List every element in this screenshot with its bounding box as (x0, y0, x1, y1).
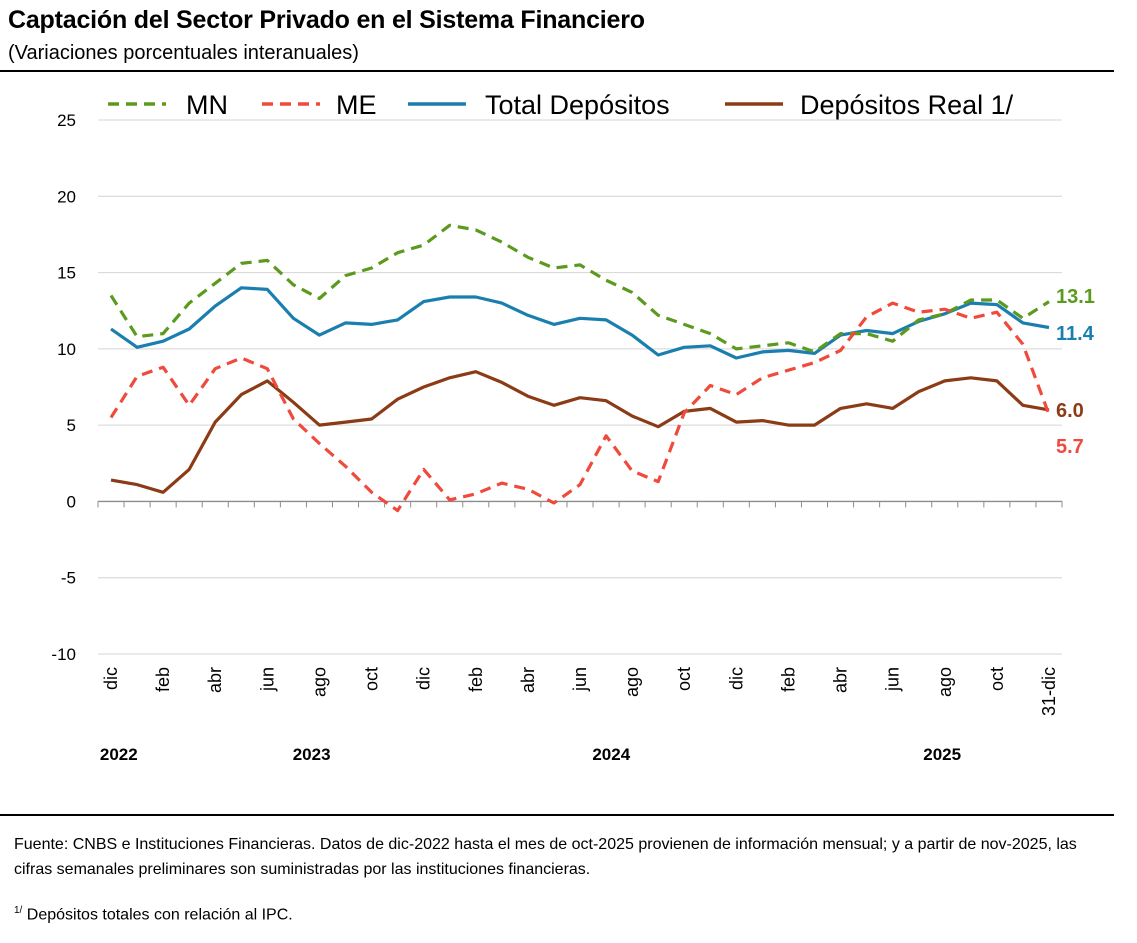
y-tick-label: 15 (57, 264, 76, 283)
chart-subtitle: (Variaciones porcentuales interanuales) (8, 42, 359, 64)
x-tick-label: abr (205, 667, 225, 693)
end-label: 6.0 (1056, 400, 1084, 422)
footnote-mark: 1/ (14, 905, 23, 916)
x-tick-label: jun (570, 667, 590, 692)
x-tick-label: feb (466, 667, 486, 692)
y-tick-label: -5 (61, 569, 76, 588)
year-label: 2022 (100, 745, 138, 764)
series-line-me (109, 301, 1051, 513)
series-line-total-dep-sitos (110, 286, 1050, 360)
end-labels: 13.1 5.7 11.4 6.0 (1056, 286, 1095, 458)
x-tick-label: feb (778, 667, 798, 692)
x-tick-label: jun (883, 667, 903, 692)
y-tick-label: 25 (57, 111, 76, 130)
x-tick-label: dic (414, 667, 434, 690)
y-tick-label: 20 (57, 187, 76, 206)
line-chart: 25 20 15 10 5 0 -5 -10 dic feb abr jun ago oct dic feb… (51, 90, 1095, 764)
chart-title: Captación del Sector Privado en el Siste… (8, 6, 645, 34)
x-tick-label: oct (362, 667, 382, 691)
x-tick-label: feb (153, 667, 173, 692)
x-tick-label: oct (674, 667, 694, 691)
footnote-text: Depósitos totales con relación al IPC. (26, 906, 293, 924)
x-tick-label: dic (101, 667, 121, 690)
x-tick-label: ago (622, 667, 642, 697)
y-tick-label: 5 (67, 416, 76, 435)
x-tick-label: jun (257, 667, 277, 692)
legend-label: Depósitos Real 1/ (800, 90, 1014, 120)
y-tick-label: 10 (57, 340, 76, 359)
x-axis: dic feb abr jun ago oct dic feb abr jun ago oct dic f… (97, 500, 1063, 764)
series-lines (109, 223, 1051, 513)
y-tick-label: 0 (67, 492, 76, 511)
source-note: Fuente: CNBS e Instituciones Financieras… (14, 836, 1077, 878)
x-tick-label: abr (518, 667, 538, 693)
x-tick-label: dic (726, 667, 746, 690)
footnote: 1/ Depósitos totales con relación al IPC… (14, 905, 293, 924)
legend-label: ME (336, 90, 377, 120)
x-tick-label: oct (987, 667, 1007, 691)
series-line-mn (109, 223, 1050, 354)
top-rule (0, 70, 1114, 72)
y-tick-label: -10 (51, 645, 76, 664)
x-tick-label: abr (831, 667, 851, 693)
x-tick-label: 31-dic (1039, 667, 1059, 716)
grid-lines (98, 119, 1062, 655)
legend-label: Total Depósitos (485, 90, 670, 120)
x-tick-label: ago (309, 667, 329, 697)
legend: MN ME Total Depósitos Depósitos Real 1/ (108, 90, 1014, 120)
end-label: 5.7 (1056, 436, 1084, 458)
series-line-dep-sitos-real-1 (110, 370, 1050, 494)
y-axis: 25 20 15 10 5 0 -5 -10 (51, 111, 76, 664)
year-label: 2024 (592, 745, 630, 764)
end-label: 11.4 (1056, 323, 1095, 345)
end-label: 13.1 (1056, 286, 1095, 308)
year-label: 2023 (293, 745, 331, 764)
x-tick-label: ago (935, 667, 955, 697)
year-label: 2025 (923, 745, 961, 764)
bottom-rule (0, 814, 1114, 816)
legend-label: MN (186, 90, 228, 120)
